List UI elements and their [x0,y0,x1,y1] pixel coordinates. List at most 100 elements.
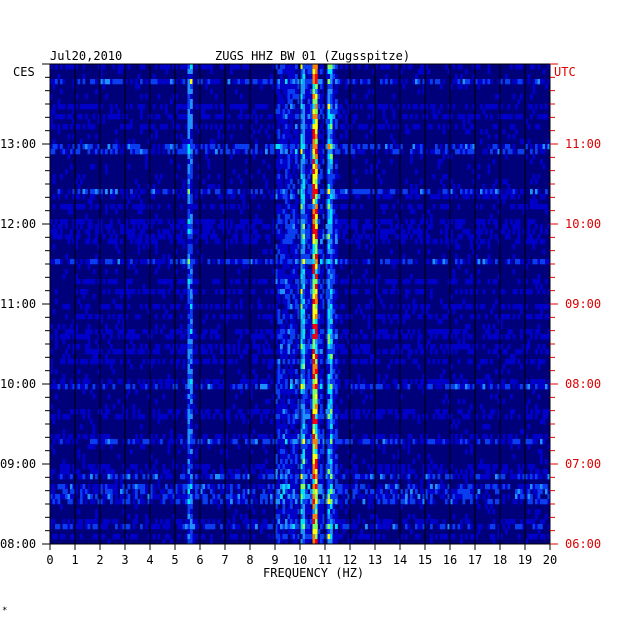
spectrogram-cell [62,324,66,330]
spectrogram-cell [457,329,461,335]
spectrogram-cell [285,284,288,290]
spectrogram-cell [277,219,281,225]
spectrogram-cell [172,349,176,355]
spectrogram-cell [210,304,213,310]
spectrogram-cell [312,419,316,425]
spectrogram-cell [305,149,308,155]
spectrogram-cell [50,349,53,355]
spectrogram-cell [295,219,298,225]
spectrogram-cell [385,74,388,80]
spectrogram-cell [285,309,288,315]
spectrogram-cell [140,189,143,195]
spectrogram-cell [180,104,183,110]
spectrogram-cell [537,289,541,295]
spectrogram-cell [282,134,286,140]
spectrogram-cell [242,234,246,240]
spectrogram-cell [55,394,58,400]
spectrogram-cell [447,349,451,355]
spectrogram-cell [325,104,328,110]
spectrogram-cell [280,149,283,155]
spectrogram-cell [287,204,291,210]
spectrogram-cell [277,84,281,90]
spectrogram-cell [355,219,358,225]
spectrogram-cell [360,189,363,195]
spectrogram-cell [397,344,401,350]
spectrogram-cell [497,354,501,360]
spectrogram-cell [255,374,258,380]
spectrogram-cell [420,279,423,285]
spectrogram-cell [282,324,286,330]
spectrogram-cell [190,384,193,390]
spectrogram-cell [300,234,303,240]
spectrogram-cell [322,129,326,135]
spectrogram-cell [485,314,488,320]
spectrogram-cell [210,234,213,240]
spectrogram-cell [275,294,278,300]
spectrogram-cell [155,384,158,390]
spectrogram-cell [170,234,173,240]
spectrogram-cell [265,329,268,335]
spectrogram-cell [435,239,438,245]
spectrogram-cell [280,209,283,215]
spectrogram-cell [300,299,303,305]
spectrogram-cell [277,149,281,155]
spectrogram-cell [115,234,118,240]
spectrogram-cell [60,89,63,95]
spectrogram-cell [360,234,363,240]
spectrogram-cell [87,304,91,310]
spectrogram-cell [285,299,288,305]
spectrogram-cell [545,409,548,415]
spectrogram-cell [265,289,268,295]
spectrogram-cell [482,219,486,225]
spectrogram-cell [242,64,246,70]
spectrogram-cell [460,114,463,120]
spectrogram-cell [432,379,436,385]
spectrogram-cell [297,404,301,410]
spectrogram-cell [285,234,288,240]
spectrogram-cell [267,304,271,310]
spectrogram-cell [537,329,541,335]
spectrogram-cell [482,424,486,430]
spectrogram-cell [317,114,321,120]
spectrogram-cell [175,304,178,310]
spectrogram-cell [322,144,326,150]
spectrogram-cell [75,94,78,100]
spectrogram-cell [170,239,173,245]
spectrogram-cell [320,149,323,155]
spectrogram-cell [255,354,258,360]
spectrogram-cell [300,269,303,275]
spectrogram-cell [302,139,306,145]
spectrogram-cell [297,389,301,395]
spectrogram-cell [292,64,296,70]
spectrogram-cell [235,329,238,335]
spectrogram-cell [322,134,326,140]
spectrogram-cell [212,279,216,285]
spectrogram-cell [542,344,546,350]
spectrogram-cell [175,234,178,240]
spectrogram-cell [527,79,531,85]
spectrogram-cell [325,244,328,250]
spectrogram-cell [542,79,546,85]
spectrogram-cell [235,239,238,245]
spectrogram-cell [352,234,356,240]
spectrogram-cell [215,379,218,385]
spectrogram-cell [100,74,103,80]
spectrogram-cell [275,164,278,170]
spectrogram-cell [240,409,243,415]
spectrogram-cell [182,139,186,145]
spectrogram-cell [515,239,518,245]
spectrogram-cell [292,304,296,310]
spectrogram-cell [195,359,198,365]
spectrogram-cell [60,224,63,230]
spectrogram-cell [125,124,128,130]
spectrogram-cell [327,244,331,250]
spectrogram-cell [265,339,268,345]
spectrogram-cell [535,314,538,320]
spectrogram-cell [182,144,186,150]
spectrogram-cell [352,169,356,175]
spectrogram-cell [337,229,341,235]
spectrogram-cell [285,249,288,255]
spectrogram-cell [282,309,286,315]
spectrogram-cell [525,289,528,295]
spectrogram-cell [315,304,318,310]
